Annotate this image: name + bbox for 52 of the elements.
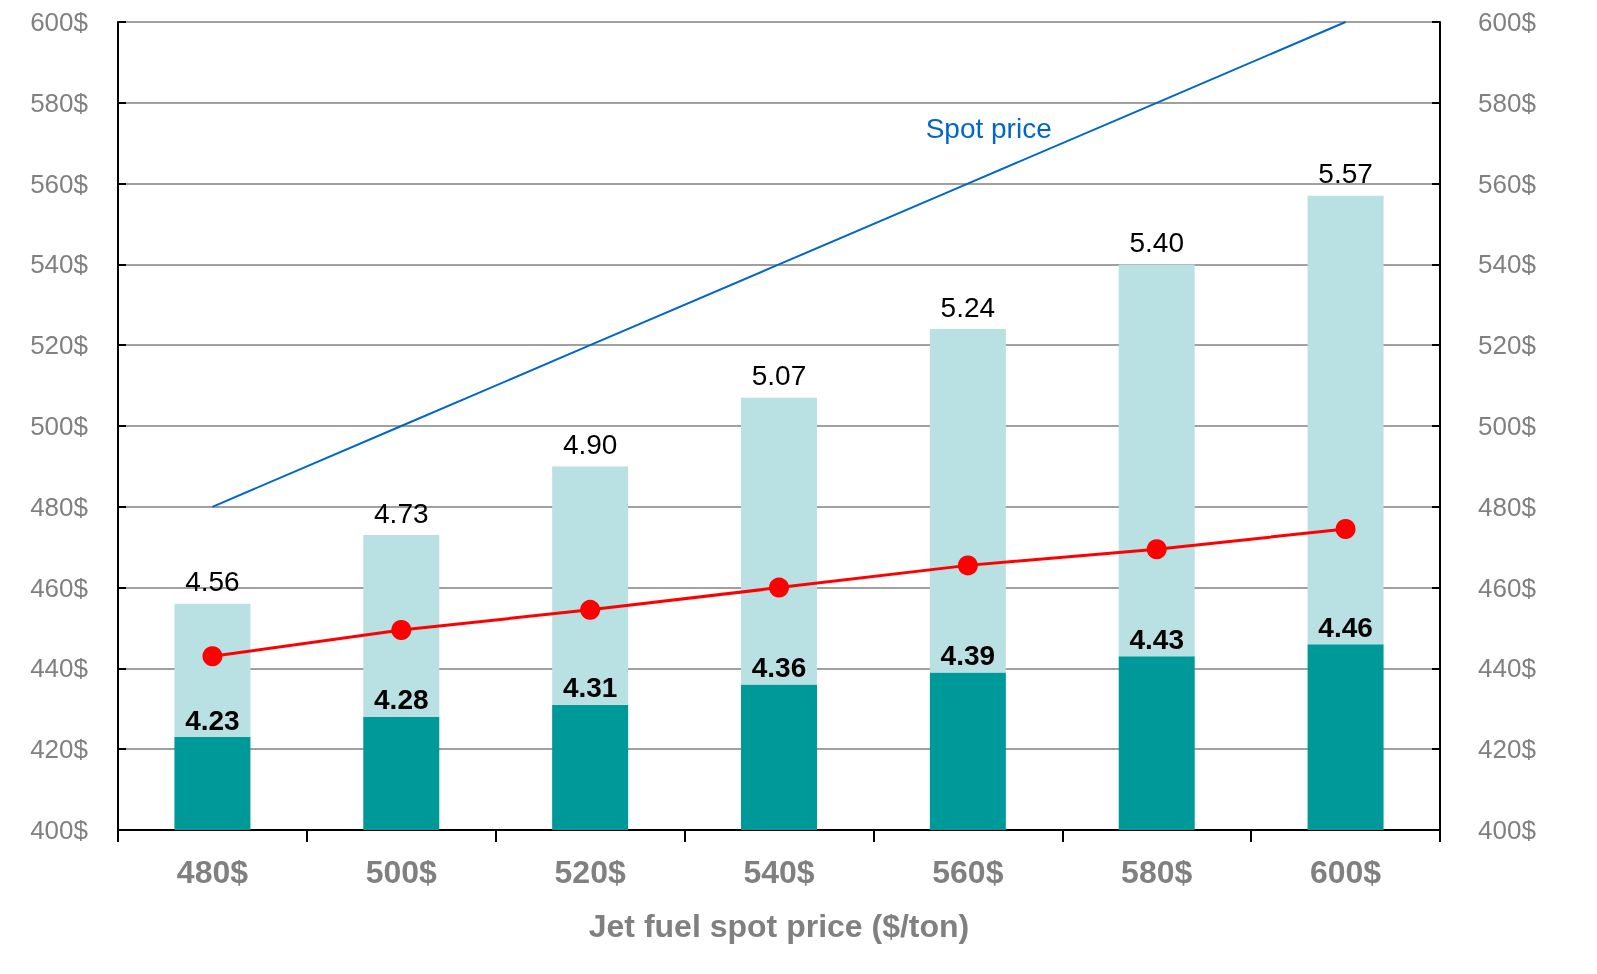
annotation: 5.57: [1318, 158, 1373, 190]
y-tick-label: 520$: [30, 330, 89, 361]
y-tick-label: 600$: [30, 7, 89, 37]
series-label: Spot price: [925, 113, 1052, 145]
annotation: 5.24: [940, 291, 996, 323]
y-tick-label: 440$: [30, 653, 89, 684]
point: [1146, 539, 1167, 560]
annotation: 4.28: [374, 684, 429, 716]
y-tick-label: 500$: [30, 411, 89, 441]
y-tick-label: 400$: [30, 815, 89, 845]
y2-tick-label: 460$: [1478, 572, 1537, 603]
y2-tick-label: 480$: [1478, 491, 1537, 522]
annotation: 4.90: [562, 428, 618, 460]
point: [957, 555, 978, 576]
annotation: 5.07: [751, 360, 807, 392]
x-tick-label: 480$: [176, 854, 249, 890]
y-tick-label: 460$: [30, 572, 89, 603]
y2-tick-label: 440$: [1478, 653, 1537, 684]
x-tick-label: 540$: [743, 854, 815, 890]
point: [580, 599, 601, 620]
point: [202, 646, 223, 667]
y-tick-label: 580$: [30, 87, 89, 118]
x-tick-label: 500$: [365, 854, 438, 890]
x-axis-title: Jet fuel spot price ($/ton): [588, 908, 970, 944]
y-tick-label: 540$: [30, 249, 89, 280]
annotation: 4.73: [374, 497, 429, 529]
y2-tick-label: 540$: [1478, 249, 1537, 280]
x-tick-label: 580$: [1121, 854, 1193, 890]
y2-tick-label: 520$: [1478, 330, 1537, 361]
point: [1335, 519, 1356, 540]
y2-tick-label: 400$: [1478, 815, 1537, 845]
y2-tick-label: 560$: [1478, 168, 1537, 199]
y2-tick-label: 420$: [1478, 734, 1537, 765]
annotation: 4.31: [562, 672, 618, 704]
y2-tick-label: 580$: [1478, 87, 1537, 118]
x-tick-label: 600$: [1309, 854, 1382, 890]
annotation: 4.46: [1318, 611, 1373, 643]
y-tick-label: 420$: [30, 734, 89, 765]
y2-tick-label: 500$: [1478, 411, 1537, 441]
annotation: 5.40: [1129, 226, 1184, 258]
y2-tick-label: 600$: [1478, 7, 1537, 37]
point: [391, 620, 412, 641]
annotation: 4.43: [1129, 623, 1184, 655]
annotation: 4.39: [940, 639, 996, 671]
x-tick-label: 560$: [932, 854, 1004, 890]
annotation: 4.36: [751, 652, 807, 684]
y-tick-label: 560$: [30, 168, 89, 199]
point: [769, 577, 789, 598]
y-tick-label: 480$: [30, 491, 89, 522]
annotation: 4.56: [185, 566, 240, 598]
x-tick-label: 520$: [554, 854, 626, 890]
annotation: 4.23: [185, 704, 240, 736]
